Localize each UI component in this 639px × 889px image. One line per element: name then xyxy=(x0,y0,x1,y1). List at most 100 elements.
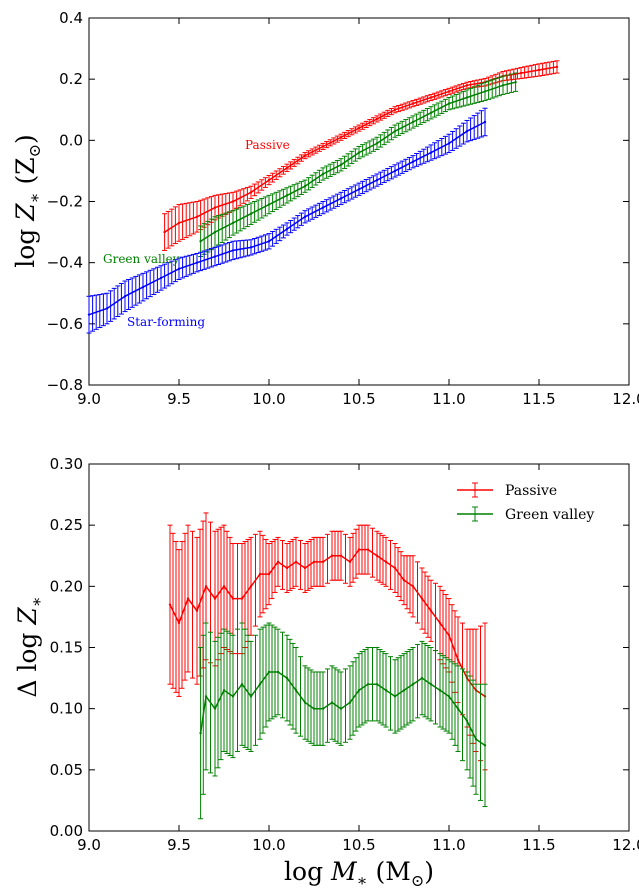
top-series-passive xyxy=(162,60,560,251)
top-x-tick-label: 10.0 xyxy=(252,390,285,408)
data-point xyxy=(258,683,262,686)
data-point xyxy=(231,221,235,225)
data-point xyxy=(339,554,343,557)
data-point xyxy=(393,169,397,173)
annotation-star-forming: Star-forming xyxy=(127,315,205,329)
data-point xyxy=(357,126,361,130)
data-point xyxy=(375,178,379,182)
data-point xyxy=(285,227,289,231)
data-point xyxy=(456,707,460,710)
data-point xyxy=(348,560,352,564)
bottom-x-tick-label: 11.0 xyxy=(432,836,465,854)
bottom-y-tick-label: 0.30 xyxy=(50,455,83,473)
bottom-y-ticks: 0.00 0.05 0.10 0.15 0.20 0.25 0.30 xyxy=(50,455,629,840)
data-point xyxy=(204,695,208,698)
data-point xyxy=(267,178,271,182)
bottom-y-tick-label: 0.15 xyxy=(50,639,83,657)
data-point xyxy=(267,240,271,243)
data-point xyxy=(249,212,253,215)
data-point xyxy=(213,255,217,258)
data-point xyxy=(366,548,370,551)
data-point xyxy=(87,313,91,316)
data-point xyxy=(321,145,325,148)
data-point xyxy=(321,172,325,176)
data-point xyxy=(105,307,109,310)
data-point xyxy=(411,120,415,124)
data-point xyxy=(222,689,226,692)
data-point xyxy=(285,194,289,197)
data-point xyxy=(537,68,541,72)
top-series-star-forming xyxy=(86,107,488,334)
data-point xyxy=(303,701,307,704)
data-point xyxy=(222,585,226,588)
data-point xyxy=(249,695,253,698)
data-point xyxy=(276,670,280,674)
data-point xyxy=(465,84,469,87)
bottom-y-tick-label: 0.05 xyxy=(50,761,83,779)
data-point xyxy=(474,738,478,741)
data-point xyxy=(231,597,235,600)
data-point xyxy=(375,683,379,686)
data-point xyxy=(199,731,202,735)
data-point xyxy=(213,597,217,600)
data-point xyxy=(357,689,361,692)
top-y-tick-label: −0.4 xyxy=(47,254,83,272)
bottom-y-tick-label: 0.20 xyxy=(50,577,83,595)
bottom-x-axis-title: log M∗ (M⊙) xyxy=(284,857,434,889)
top-y-tick-label: 0.0 xyxy=(59,131,83,149)
data-point xyxy=(438,689,442,692)
data-point xyxy=(447,90,451,93)
data-point xyxy=(447,695,451,698)
data-point xyxy=(312,707,316,710)
bottom-x-ticks: 9.0 9.5 10.0 10.5 11.0 11.5 12.0 xyxy=(77,464,639,854)
data-point xyxy=(339,136,343,139)
data-point xyxy=(195,261,199,264)
top-x-tick-label: 12.0 xyxy=(612,390,639,408)
data-point xyxy=(231,200,235,203)
data-point xyxy=(375,554,379,557)
data-point xyxy=(231,695,235,698)
data-point xyxy=(357,151,361,154)
top-y-tick-label: −0.2 xyxy=(47,193,83,211)
data-point xyxy=(177,221,181,225)
data-point xyxy=(402,689,406,692)
data-point xyxy=(429,609,433,612)
data-point xyxy=(555,65,559,69)
bottom-x-tick-label: 10.5 xyxy=(342,836,375,854)
data-point xyxy=(366,683,370,686)
data-point xyxy=(168,603,172,606)
top-x-tick-label: 10.5 xyxy=(342,390,375,408)
data-point xyxy=(411,160,415,163)
data-point xyxy=(321,206,325,209)
data-point xyxy=(285,166,289,170)
top-y-tick-label: 0.2 xyxy=(59,70,83,88)
data-point xyxy=(429,151,433,154)
top-x-tick-label: 11.0 xyxy=(432,390,465,408)
top-y-tick-label: 0.4 xyxy=(59,9,83,27)
bottom-series-group xyxy=(167,512,488,820)
bottom-y-tick-label: 0.00 xyxy=(50,822,83,840)
data-point xyxy=(438,621,442,625)
data-point xyxy=(447,634,451,637)
top-series-green-valley xyxy=(198,72,519,258)
data-point xyxy=(411,102,415,105)
data-point xyxy=(303,185,307,188)
data-point xyxy=(195,215,199,218)
top-x-tick-label: 9.5 xyxy=(167,390,191,408)
data-point xyxy=(393,129,397,133)
bottom-x-tick-label: 10.0 xyxy=(252,836,285,854)
data-point xyxy=(519,71,523,75)
data-point xyxy=(249,585,253,588)
data-point xyxy=(514,81,517,84)
data-point xyxy=(267,572,271,576)
data-point xyxy=(321,707,325,710)
data-point xyxy=(411,683,415,686)
top-plot-frame xyxy=(88,17,630,386)
data-point xyxy=(339,163,343,166)
top-y-tick-label: −0.8 xyxy=(47,376,83,394)
data-point xyxy=(483,120,487,124)
data-point xyxy=(213,230,217,234)
data-point xyxy=(447,102,451,105)
data-point xyxy=(163,230,166,234)
